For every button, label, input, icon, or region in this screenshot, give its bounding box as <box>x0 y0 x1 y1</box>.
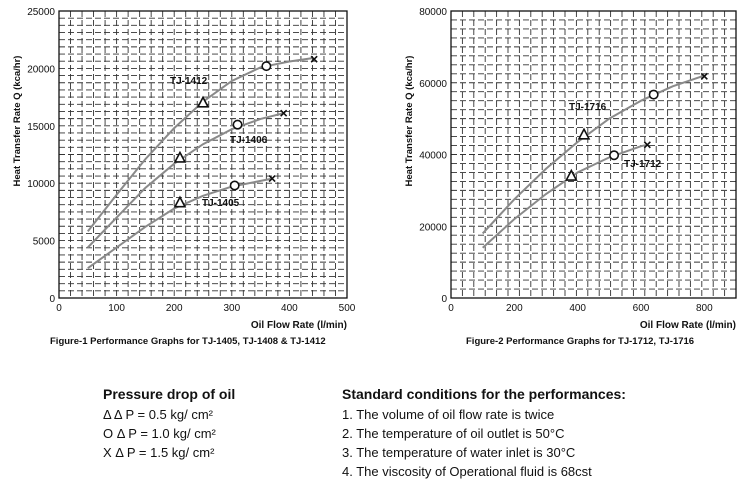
fig1-x-tick-label: 200 <box>166 303 183 314</box>
legend-row-circle: O Δ P = 1.0 kg/ cm² <box>103 426 216 441</box>
fig1-y-tick-label: 10000 <box>27 179 55 190</box>
fig2-y-tick-label: 60000 <box>419 79 447 90</box>
fig2-x-tick-label: 400 <box>569 303 586 314</box>
fig1-y-tick-label: 5000 <box>33 237 56 248</box>
condition-item: 1. The volume of oil flow rate is twice <box>342 407 555 422</box>
marker-circle-tj-1405 <box>229 180 240 191</box>
marker-cross-tj-1405 <box>268 175 276 183</box>
fig1-x-tick-label: 100 <box>108 303 125 314</box>
marker-circle-tj-1412 <box>261 61 272 72</box>
fig2-x-tick-label: 0 <box>448 303 454 314</box>
standard-conditions: Standard conditions for the performances… <box>342 386 626 481</box>
fig2-x-tick-label: 200 <box>506 303 523 314</box>
series-line-tj-1405 <box>87 177 273 270</box>
series-label-tj-1716: TJ-1716 <box>569 102 607 113</box>
marker-triangle-tj-1412 <box>196 95 210 108</box>
marker-cross-tj-1406 <box>280 109 288 117</box>
marker-triangle-tj-1405 <box>173 195 187 208</box>
charts-canvas: 0 100 200 300 400 500050001000015000200002500… <box>12 7 737 331</box>
fig2-y-tick-label: 40000 <box>419 151 447 162</box>
fig1-plot-frame <box>58 10 348 299</box>
figure-2-caption: Figure-2 Performance Graphs for TJ-1712,… <box>466 336 695 347</box>
fig1-x-tick-label: 400 <box>281 303 298 314</box>
marker-cross-tj-1716 <box>700 72 708 80</box>
series-line-tj-1716 <box>481 74 705 235</box>
marker-triangle-tj-1716 <box>577 127 591 140</box>
fig2-y-tick-label: 80000 <box>419 7 447 18</box>
fig1-y-tick-label: 20000 <box>27 64 55 75</box>
fig2-x-tick-label: 600 <box>633 303 650 314</box>
marker-triangle-tj-1406 <box>173 150 187 163</box>
fig1-y-axis-label: Heat Transfer Rate Q (kca/hr) <box>12 56 23 187</box>
fig1-y-tick-label: 0 <box>49 294 55 305</box>
legend-title: Pressure drop of oil <box>103 386 236 402</box>
fig1-x-axis-label: Oil Flow Rate (l/min) <box>251 320 347 331</box>
fig1-x-tick-label: 0 <box>56 303 62 314</box>
marker-cross-tj-1712 <box>643 141 651 149</box>
fig1-x-tick-label: 500 <box>339 303 356 314</box>
fig2-x-axis-label: Oil Flow Rate (l/min) <box>640 320 736 331</box>
series-label-tj-1405: TJ-1405 <box>202 198 240 209</box>
series-label-tj-1712: TJ-1712 <box>624 159 662 170</box>
condition-item: 2. The temperature of oil outlet is 50°C <box>342 426 565 441</box>
marker-circle-tj-1406 <box>232 119 243 130</box>
fig2-y-tick-label: 20000 <box>419 222 447 233</box>
marker-cross-tj-1412 <box>310 55 318 63</box>
series-label-tj-1412: TJ-1412 <box>170 76 208 87</box>
condition-item: 3. The temperature of water inlet is 30°… <box>342 445 576 460</box>
fig2-y-tick-label: 0 <box>441 294 447 305</box>
figure-1-caption: Figure-1 Performance Graphs for TJ-1405,… <box>50 336 326 347</box>
marker-circle-tj-1716 <box>648 89 659 100</box>
fig2-y-axis-label: Heat Transfer Rate Q (kca/hr) <box>404 56 415 187</box>
conditions-title: Standard conditions for the performances… <box>342 386 626 402</box>
condition-item: 4. The viscosity of Operational fluid is… <box>342 464 592 479</box>
marker-triangle-tj-1712 <box>565 168 578 181</box>
marker-circle-tj-1712 <box>609 150 620 161</box>
legend-row-triangle: Δ Δ P = 0.5 kg/ cm² <box>103 407 213 422</box>
fig1-y-tick-label: 15000 <box>27 122 55 133</box>
fig2-x-tick-label: 800 <box>696 303 713 314</box>
pressure-drop-legend: Pressure drop of oil Δ Δ P = 0.5 kg/ cm²… <box>103 386 235 462</box>
series-line-tj-1406 <box>87 112 284 249</box>
fig2-plot-frame <box>450 10 737 299</box>
legend-row-cross: X Δ P = 1.5 kg/ cm² <box>103 445 215 460</box>
fig1-x-tick-label: 300 <box>223 303 240 314</box>
series-label-tj-1406: TJ-1406 <box>230 135 268 146</box>
series-line-tj-1712 <box>482 143 648 249</box>
fig1-y-tick-label: 25000 <box>27 7 55 18</box>
